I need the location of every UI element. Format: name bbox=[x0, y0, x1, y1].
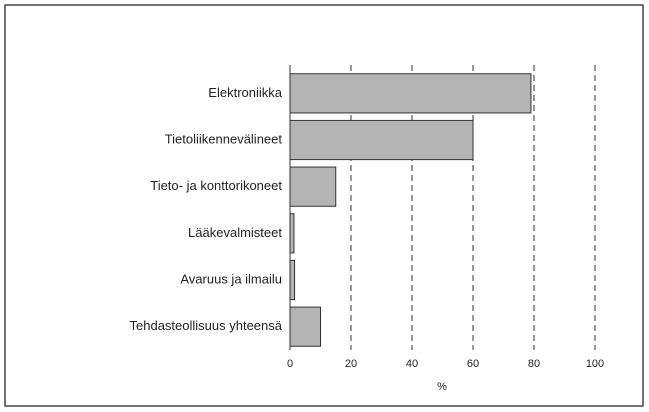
y-tick-label: Tieto- ja konttorikoneet bbox=[150, 178, 282, 193]
bar bbox=[289, 259, 296, 301]
bar bbox=[289, 166, 337, 207]
x-tick-label: 20 bbox=[345, 358, 357, 370]
x-tick-label: 100 bbox=[586, 358, 604, 370]
bar bbox=[289, 306, 321, 347]
x-tick-label: 60 bbox=[467, 358, 479, 370]
y-tick-label: Elektroniikka bbox=[208, 85, 282, 100]
x-tick-label: 80 bbox=[528, 358, 540, 370]
bar bbox=[289, 119, 474, 161]
x-axis-label: % bbox=[437, 381, 447, 393]
y-tick-label: Lääkevalmisteet bbox=[188, 225, 282, 240]
bar bbox=[289, 73, 532, 114]
y-tick-label: Tietoliikennevälineet bbox=[165, 131, 283, 146]
x-tick-label: 40 bbox=[406, 358, 418, 370]
y-tick-label: Avaruus ja ilmailu bbox=[180, 271, 282, 286]
y-tick-label: Tehdasteollisuus yhteensä bbox=[130, 318, 283, 333]
frame bbox=[4, 4, 644, 407]
bar bbox=[289, 213, 295, 254]
x-tick-label: 0 bbox=[287, 358, 293, 370]
